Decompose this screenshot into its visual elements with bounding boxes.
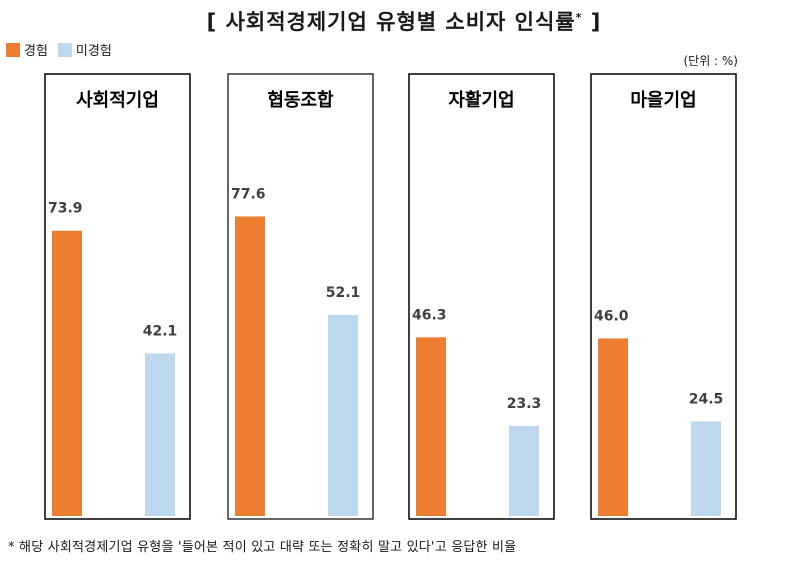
legend-swatch-experienced [6,42,20,57]
legend: 경험 미경험 [6,40,118,59]
bar-self-sufficiency-experienced [416,337,446,516]
value-label-cooperative-experienced: 77.6 [231,186,266,202]
panel-frame-cooperative [227,73,374,520]
panel-title-cooperative: 협동조합 [267,89,334,111]
value-label-social-enterprise-not-experienced: 42.1 [143,323,178,339]
bar-cooperative-experienced [235,216,265,517]
title-footnote-mark: * [575,11,583,24]
bar-social-enterprise-not-experienced [145,353,175,516]
value-label-self-sufficiency-not-experienced: 23.3 [507,396,542,412]
chart-title-text: [ 사회적경제기업 유형별 소비자 인식률 [206,10,576,34]
value-label-social-enterprise-experienced: 73.9 [48,201,83,217]
bar-village-enterprise-not-experienced [691,421,721,516]
panel-frame-self-sufficiency [408,73,555,520]
legend-label-experienced: 경험 [24,44,48,59]
panel-title-self-sufficiency: 자활기업 [448,90,514,111]
panel-frame-social-enterprise [44,73,191,520]
value-label-village-enterprise-experienced: 46.0 [594,308,629,324]
panel-title-social-enterprise: 사회적기업 [76,90,159,111]
chart-title-end: ] [590,10,602,34]
bar-self-sufficiency-not-experienced [509,426,539,516]
panel-title-village-enterprise: 마을기업 [630,90,696,111]
bar-village-enterprise-experienced [598,338,628,516]
unit-label: (단위 : %) [683,54,738,68]
bar-social-enterprise-experienced [52,230,82,516]
bar-cooperative-not-experienced [328,314,358,516]
value-label-cooperative-not-experienced: 52.1 [326,285,361,301]
footnote: * 해당 사회적경제기업 유형을 '들어본 적이 있고 대략 또는 정확히 말고… [8,540,517,555]
panel-frame-village-enterprise [590,73,737,520]
value-label-self-sufficiency-experienced: 46.3 [412,307,447,323]
chart-title: [ 사회적경제기업 유형별 소비자 인식률* ] [0,6,808,36]
value-label-village-enterprise-not-experienced: 24.5 [689,391,724,407]
legend-label-not-experienced: 미경험 [75,44,112,59]
legend-swatch-not-experienced [57,42,72,57]
